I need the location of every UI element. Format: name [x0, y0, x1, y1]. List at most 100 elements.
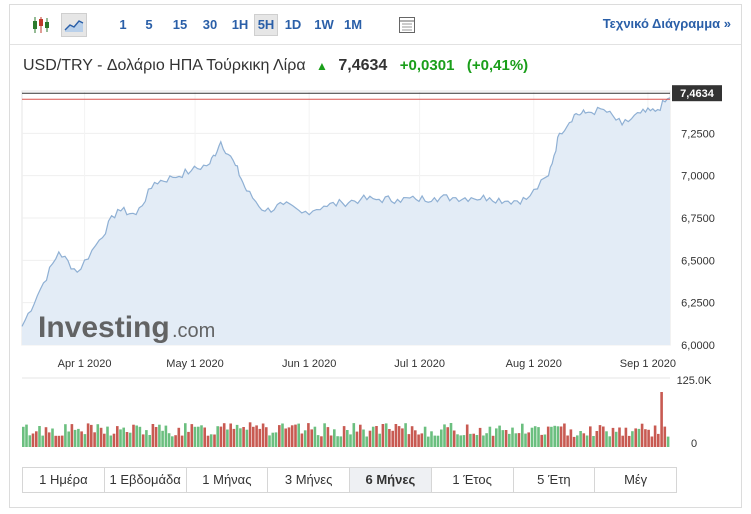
- volume-bar: [193, 426, 197, 447]
- volume-bar: [404, 423, 407, 447]
- timeframe-1m[interactable]: 1M: [343, 17, 363, 32]
- instrument-name: USD/TRY - Δολάριο ΗΠΑ Τούρκικη Λίρα: [23, 57, 306, 74]
- period-option[interactable]: 5 Έτη: [513, 468, 596, 492]
- volume-bar: [371, 426, 375, 447]
- volume-bar: [116, 426, 119, 447]
- period-option[interactable]: 6 Μήνες: [350, 468, 432, 492]
- price-chart[interactable]: 7,2500 7,0000 6,7500 6,5000 6,2500 6,0000 Apr …: [10, 45, 741, 465]
- volume-bar: [303, 430, 307, 447]
- volume-bar: [336, 436, 339, 447]
- period-option[interactable]: 1 Μήνας: [186, 468, 269, 492]
- volume-bar: [226, 429, 229, 447]
- x-tick-label: May 1 2020: [166, 358, 223, 370]
- volume-bar: [553, 425, 556, 447]
- volume-bar: [57, 435, 61, 447]
- technical-chart-link[interactable]: Τεχνικό Διάγραμμα »: [602, 16, 731, 31]
- volume-bar: [252, 426, 255, 447]
- volume-bar: [407, 434, 411, 447]
- volume-bar: [35, 431, 38, 447]
- chart-toolbar: 1 5 15 30 1H 5H 1D 1W 1M Τεχνικό Διάγραμμα »: [10, 5, 741, 45]
- volume-bar: [595, 431, 599, 447]
- volume-bar: [436, 435, 440, 447]
- volume-bar: [657, 433, 660, 447]
- volume-bar: [213, 434, 216, 447]
- timeframe-5[interactable]: 5: [145, 17, 153, 32]
- volume-bar: [307, 423, 310, 447]
- volume-bar: [93, 432, 96, 447]
- period-option[interactable]: 1 Εβδομάδα: [104, 468, 187, 492]
- volume-bar: [216, 426, 219, 447]
- price-change-pct: (+0,41%): [466, 57, 529, 74]
- volume-bar: [410, 426, 414, 447]
- period-option[interactable]: 1 Ημέρα: [23, 468, 105, 492]
- volume-bar: [200, 425, 203, 447]
- volume-bar: [420, 433, 424, 447]
- period-option[interactable]: Μέγ: [595, 468, 676, 492]
- arrow-up-icon: ▲: [316, 59, 328, 73]
- table-view-icon[interactable]: [394, 13, 420, 37]
- volume-bar: [433, 435, 437, 447]
- current-price-badge: [672, 85, 722, 102]
- volume-bar: [653, 425, 657, 447]
- timeframe-1w[interactable]: 1W: [314, 17, 334, 32]
- instrument-title: USD/TRY - Δολάριο ΗΠΑ Τούρκικη Λίρα ▲ 7,…: [23, 57, 528, 75]
- volume-bar: [313, 426, 317, 447]
- volume-bar: [86, 423, 90, 447]
- volume-bar: [572, 436, 576, 447]
- volume-bar: [158, 424, 161, 447]
- volume-bar: [602, 426, 605, 447]
- volume-bar: [119, 429, 122, 447]
- timeframe-5h[interactable]: 5H: [254, 14, 278, 36]
- timeframe-1[interactable]: 1: [119, 17, 127, 32]
- volume-bar: [342, 426, 346, 447]
- volume-bar: [634, 428, 637, 447]
- price-area: [22, 97, 670, 345]
- last-price: 7,4634: [338, 57, 388, 74]
- chart-widget: 1 5 15 30 1H 5H 1D 1W 1M Τεχνικό Διάγραμμα » USD…: [9, 4, 742, 508]
- volume-bar: [83, 434, 87, 447]
- x-tick-label: Sep 1 2020: [620, 358, 676, 370]
- volume-bar: [566, 435, 569, 447]
- volume-bar: [190, 424, 194, 447]
- area-chart-icon[interactable]: [61, 13, 87, 37]
- volume-bar: [73, 429, 77, 447]
- volume-bar: [287, 427, 291, 447]
- timeframe-1d[interactable]: 1D: [284, 17, 302, 32]
- volume-bar: [64, 424, 67, 447]
- volume-bar: [300, 433, 304, 447]
- volume-bar: [589, 426, 592, 447]
- volume-bar: [294, 424, 297, 447]
- y-tick-label: 6,0000: [681, 340, 715, 352]
- volume-bar: [41, 435, 44, 447]
- timeframe-1h[interactable]: 1H: [231, 17, 249, 32]
- period-option[interactable]: 1 Έτος: [431, 468, 514, 492]
- candlestick-icon[interactable]: [28, 13, 54, 37]
- volume-bar: [239, 428, 242, 447]
- volume-bar: [647, 429, 650, 447]
- volume-bar: [527, 432, 530, 447]
- volume-bar: [290, 425, 294, 447]
- volume-bar: [511, 427, 514, 447]
- volume-bar: [394, 424, 398, 447]
- period-option[interactable]: 3 Μήνες: [268, 468, 350, 492]
- volume-bar: [550, 426, 553, 447]
- volume-bar: [235, 424, 239, 447]
- timeframe-30[interactable]: 30: [202, 17, 218, 32]
- volume-bar: [60, 435, 64, 447]
- timeframe-15[interactable]: 15: [172, 17, 188, 32]
- volume-bar: [125, 432, 129, 447]
- volume-bar: [109, 435, 113, 447]
- x-tick-label: Apr 1 2020: [58, 358, 112, 370]
- volume-bar: [614, 431, 618, 447]
- price-line: [21, 97, 671, 327]
- volume-bar: [462, 435, 466, 447]
- volume-bar: [255, 425, 258, 447]
- volume-bar: [180, 435, 184, 447]
- volume-bar: [161, 430, 164, 447]
- x-tick-label: Jun 1 2020: [282, 358, 336, 370]
- volume-bar: [582, 433, 586, 447]
- period-selector: 1 Ημέρα 1 Εβδομάδα 1 Μήνας 3 Μήνες 6 Μήνες 1 …: [22, 467, 677, 493]
- volume-bar: [242, 427, 245, 447]
- y-tick-label: 7,0000: [681, 171, 715, 183]
- volume-bar: [624, 427, 628, 447]
